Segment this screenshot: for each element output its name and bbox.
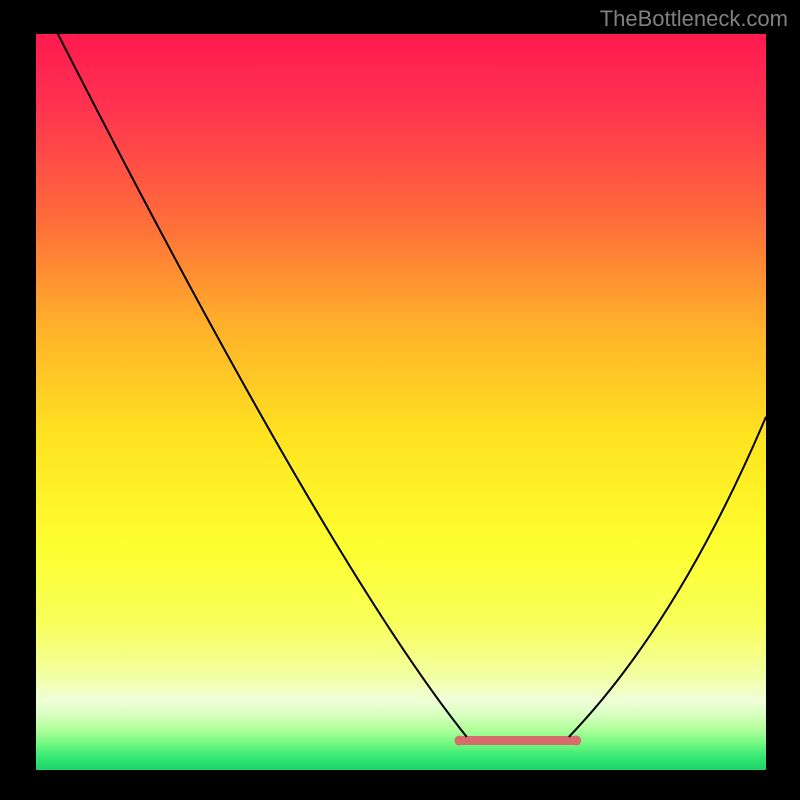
chart-svg [36,34,766,770]
valley-marker [454,736,581,746]
attribution-text: TheBottleneck.com [600,6,788,32]
chart-container: TheBottleneck.com [0,0,800,800]
plot-area [36,34,766,770]
gradient-background [36,34,766,770]
